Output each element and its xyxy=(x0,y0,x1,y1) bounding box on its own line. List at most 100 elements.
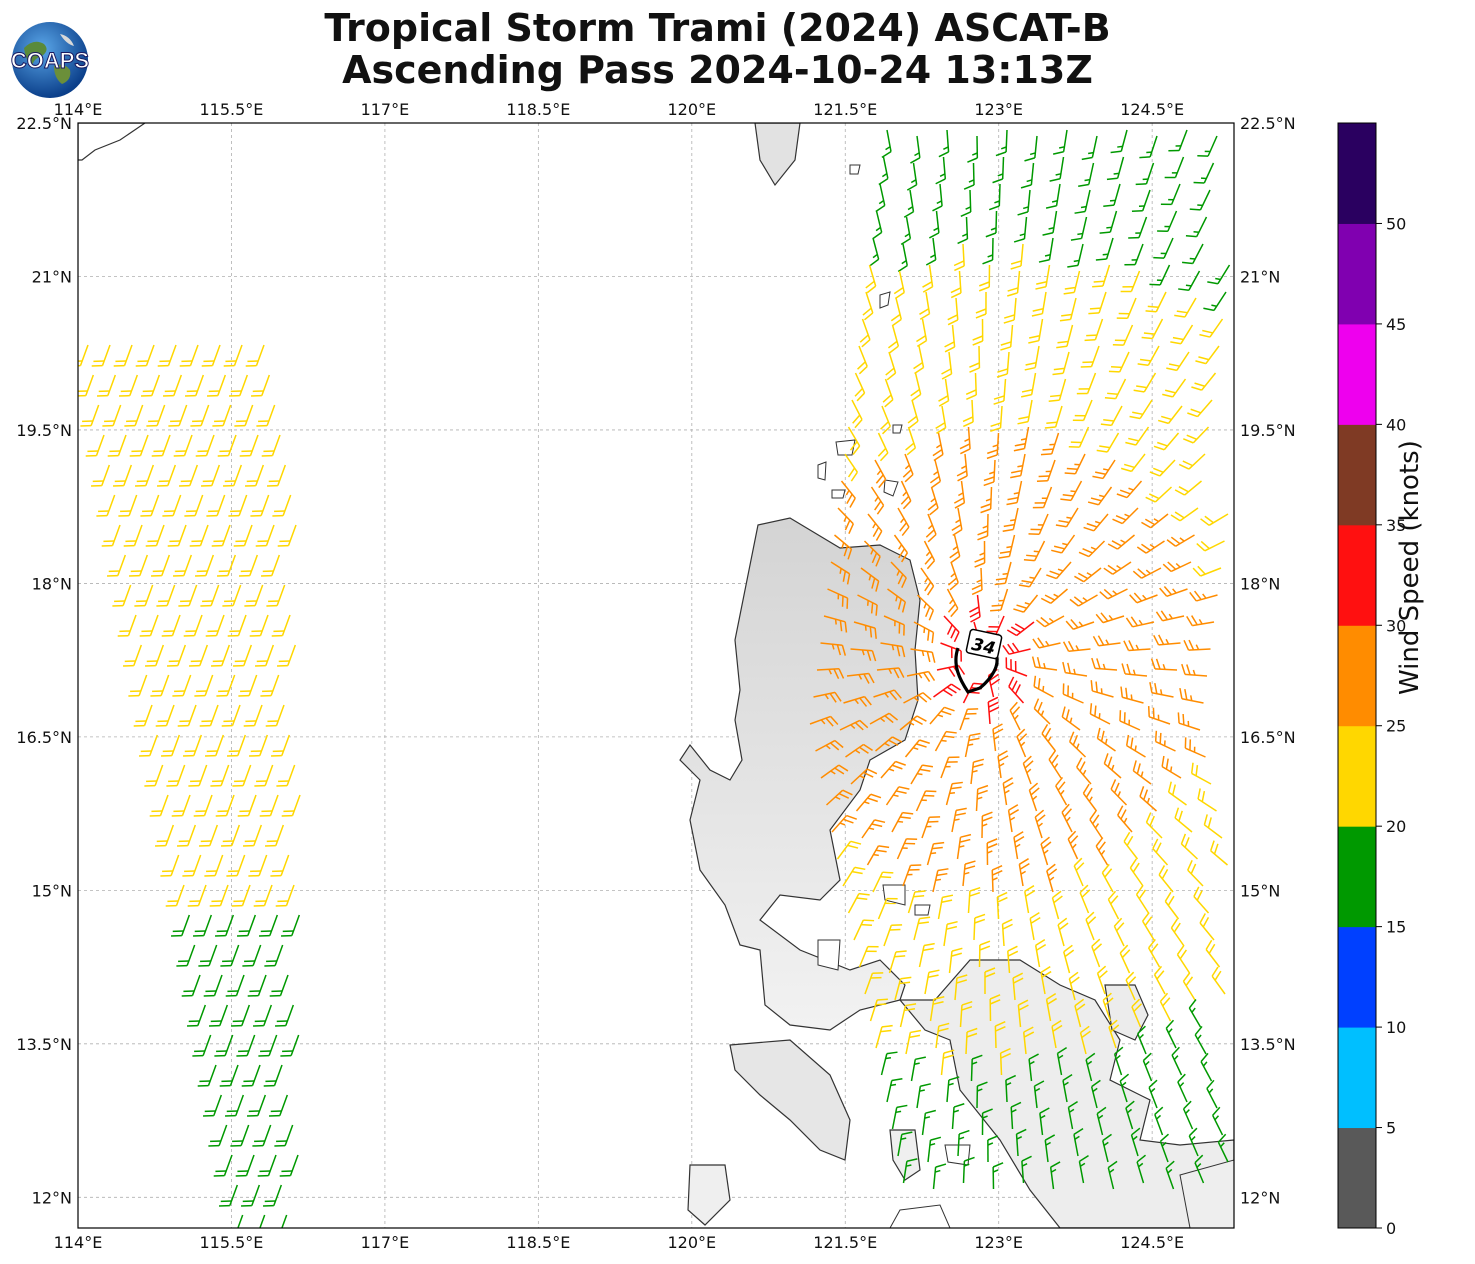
wind-barb xyxy=(249,734,269,757)
wind-barb xyxy=(1091,938,1103,968)
wind-barb xyxy=(247,974,267,997)
wind-barb xyxy=(902,864,922,887)
wind-barb xyxy=(145,524,165,547)
wind-barb xyxy=(907,399,919,429)
wind-barb xyxy=(135,344,155,367)
wind-barb xyxy=(1031,656,1058,671)
wind-barb xyxy=(910,372,922,402)
wind-barb xyxy=(238,674,258,697)
wind-barb xyxy=(992,1162,1004,1190)
colorbar-tick-label: 20 xyxy=(1386,817,1406,836)
wind-barb xyxy=(1018,567,1042,588)
colorbar-label: Wind Speed (knots) xyxy=(1395,440,1425,695)
wind-barb xyxy=(994,561,1012,586)
wind-barb xyxy=(162,494,182,517)
wind-barb xyxy=(956,833,972,860)
wind-barb xyxy=(266,584,286,607)
wind-barb xyxy=(272,494,292,517)
wind-barb xyxy=(1068,971,1080,1001)
wind-barb xyxy=(140,494,160,517)
wind-barb xyxy=(870,486,885,515)
wind-barb xyxy=(255,644,275,667)
wind-barb xyxy=(1135,885,1150,914)
wind-barb xyxy=(166,764,186,787)
lat-tick-label-right: 18°N xyxy=(1240,574,1280,593)
wind-barb xyxy=(823,615,848,633)
wind-barb xyxy=(146,404,166,427)
wind-barb xyxy=(254,764,274,787)
wind-barb xyxy=(275,1004,295,1027)
wind-barb xyxy=(211,644,231,667)
wind-barb xyxy=(249,614,269,637)
wind-barb xyxy=(924,969,940,995)
small-islands xyxy=(817,164,971,1228)
wind-barb xyxy=(1099,210,1118,234)
wind-barb xyxy=(1183,639,1211,651)
wind-barb xyxy=(1200,1052,1213,1082)
wind-barb xyxy=(1040,836,1052,866)
wind-barb xyxy=(913,621,935,644)
wind-barb xyxy=(1110,779,1128,806)
lon-tick-label-top: 121.5°E xyxy=(813,100,877,119)
logo-text: COAPS xyxy=(11,48,89,73)
wind-barb xyxy=(227,614,247,637)
wind-barb xyxy=(1194,1025,1207,1055)
wind-barb xyxy=(265,704,285,727)
wind-barb xyxy=(875,1024,893,1049)
wind-barb xyxy=(1116,480,1143,499)
wind-barb xyxy=(1136,1154,1146,1184)
lon-tick-label-top: 124.5°E xyxy=(1120,100,1184,119)
wind-barb xyxy=(996,891,1008,920)
wind-barb xyxy=(1096,727,1116,752)
wind-barb xyxy=(981,1108,993,1136)
wind-barb xyxy=(1001,918,1013,947)
wind-barb xyxy=(940,1049,955,1076)
wind-barb xyxy=(1145,291,1167,313)
lat-tick-label-right: 16.5°N xyxy=(1240,728,1296,747)
wind-barb xyxy=(1157,210,1178,232)
wind-barb xyxy=(1069,594,1098,607)
lat-tick-label-right: 13.5°N xyxy=(1240,1035,1296,1054)
wind-barb xyxy=(1007,804,1020,833)
colorbar-tick-label: 10 xyxy=(1386,1018,1406,1037)
wind-barb xyxy=(842,866,866,887)
wind-barb xyxy=(195,554,215,577)
wind-barb xyxy=(206,494,226,517)
wind-barb xyxy=(885,786,910,806)
wind-barb xyxy=(1103,183,1121,208)
wind-barb xyxy=(887,324,900,354)
contour-label: 34 xyxy=(970,635,997,659)
wind-barb xyxy=(1152,838,1169,866)
wind-barb xyxy=(1217,1133,1229,1163)
wind-barb xyxy=(910,135,921,164)
wind-barb xyxy=(1063,944,1075,974)
wind-barb xyxy=(209,1004,229,1027)
colorbar-tick-label: 45 xyxy=(1386,315,1406,334)
wind-barb xyxy=(920,567,935,596)
wind-barb xyxy=(1107,890,1120,920)
wind-barb xyxy=(1059,297,1077,322)
colorbar-tick-label: 40 xyxy=(1386,415,1406,434)
wind-barb xyxy=(1199,913,1215,941)
wind-barb xyxy=(959,708,979,731)
wind-barb xyxy=(1135,162,1155,186)
wind-barb xyxy=(222,584,242,607)
wind-barb xyxy=(1017,399,1033,425)
wind-barb xyxy=(1087,486,1113,506)
wind-barb xyxy=(1034,809,1046,839)
wind-barb xyxy=(1048,750,1062,779)
mindoro-island xyxy=(729,1039,851,1161)
wind-barb xyxy=(809,715,839,727)
wind-barb xyxy=(1068,731,1087,758)
wind-barb xyxy=(151,434,171,457)
wind-barb xyxy=(865,264,877,294)
wind-barb xyxy=(1024,345,1040,371)
wind-barb xyxy=(927,1136,942,1163)
lat-tick-label-left: 12°N xyxy=(32,1188,72,1207)
wind-barb xyxy=(242,944,262,967)
wind-barb xyxy=(899,1003,917,1028)
wind-barb xyxy=(181,974,201,997)
lat-tick-label-right: 19.5°N xyxy=(1240,421,1296,440)
wind-barb xyxy=(165,884,185,907)
wind-barb xyxy=(1125,734,1146,758)
